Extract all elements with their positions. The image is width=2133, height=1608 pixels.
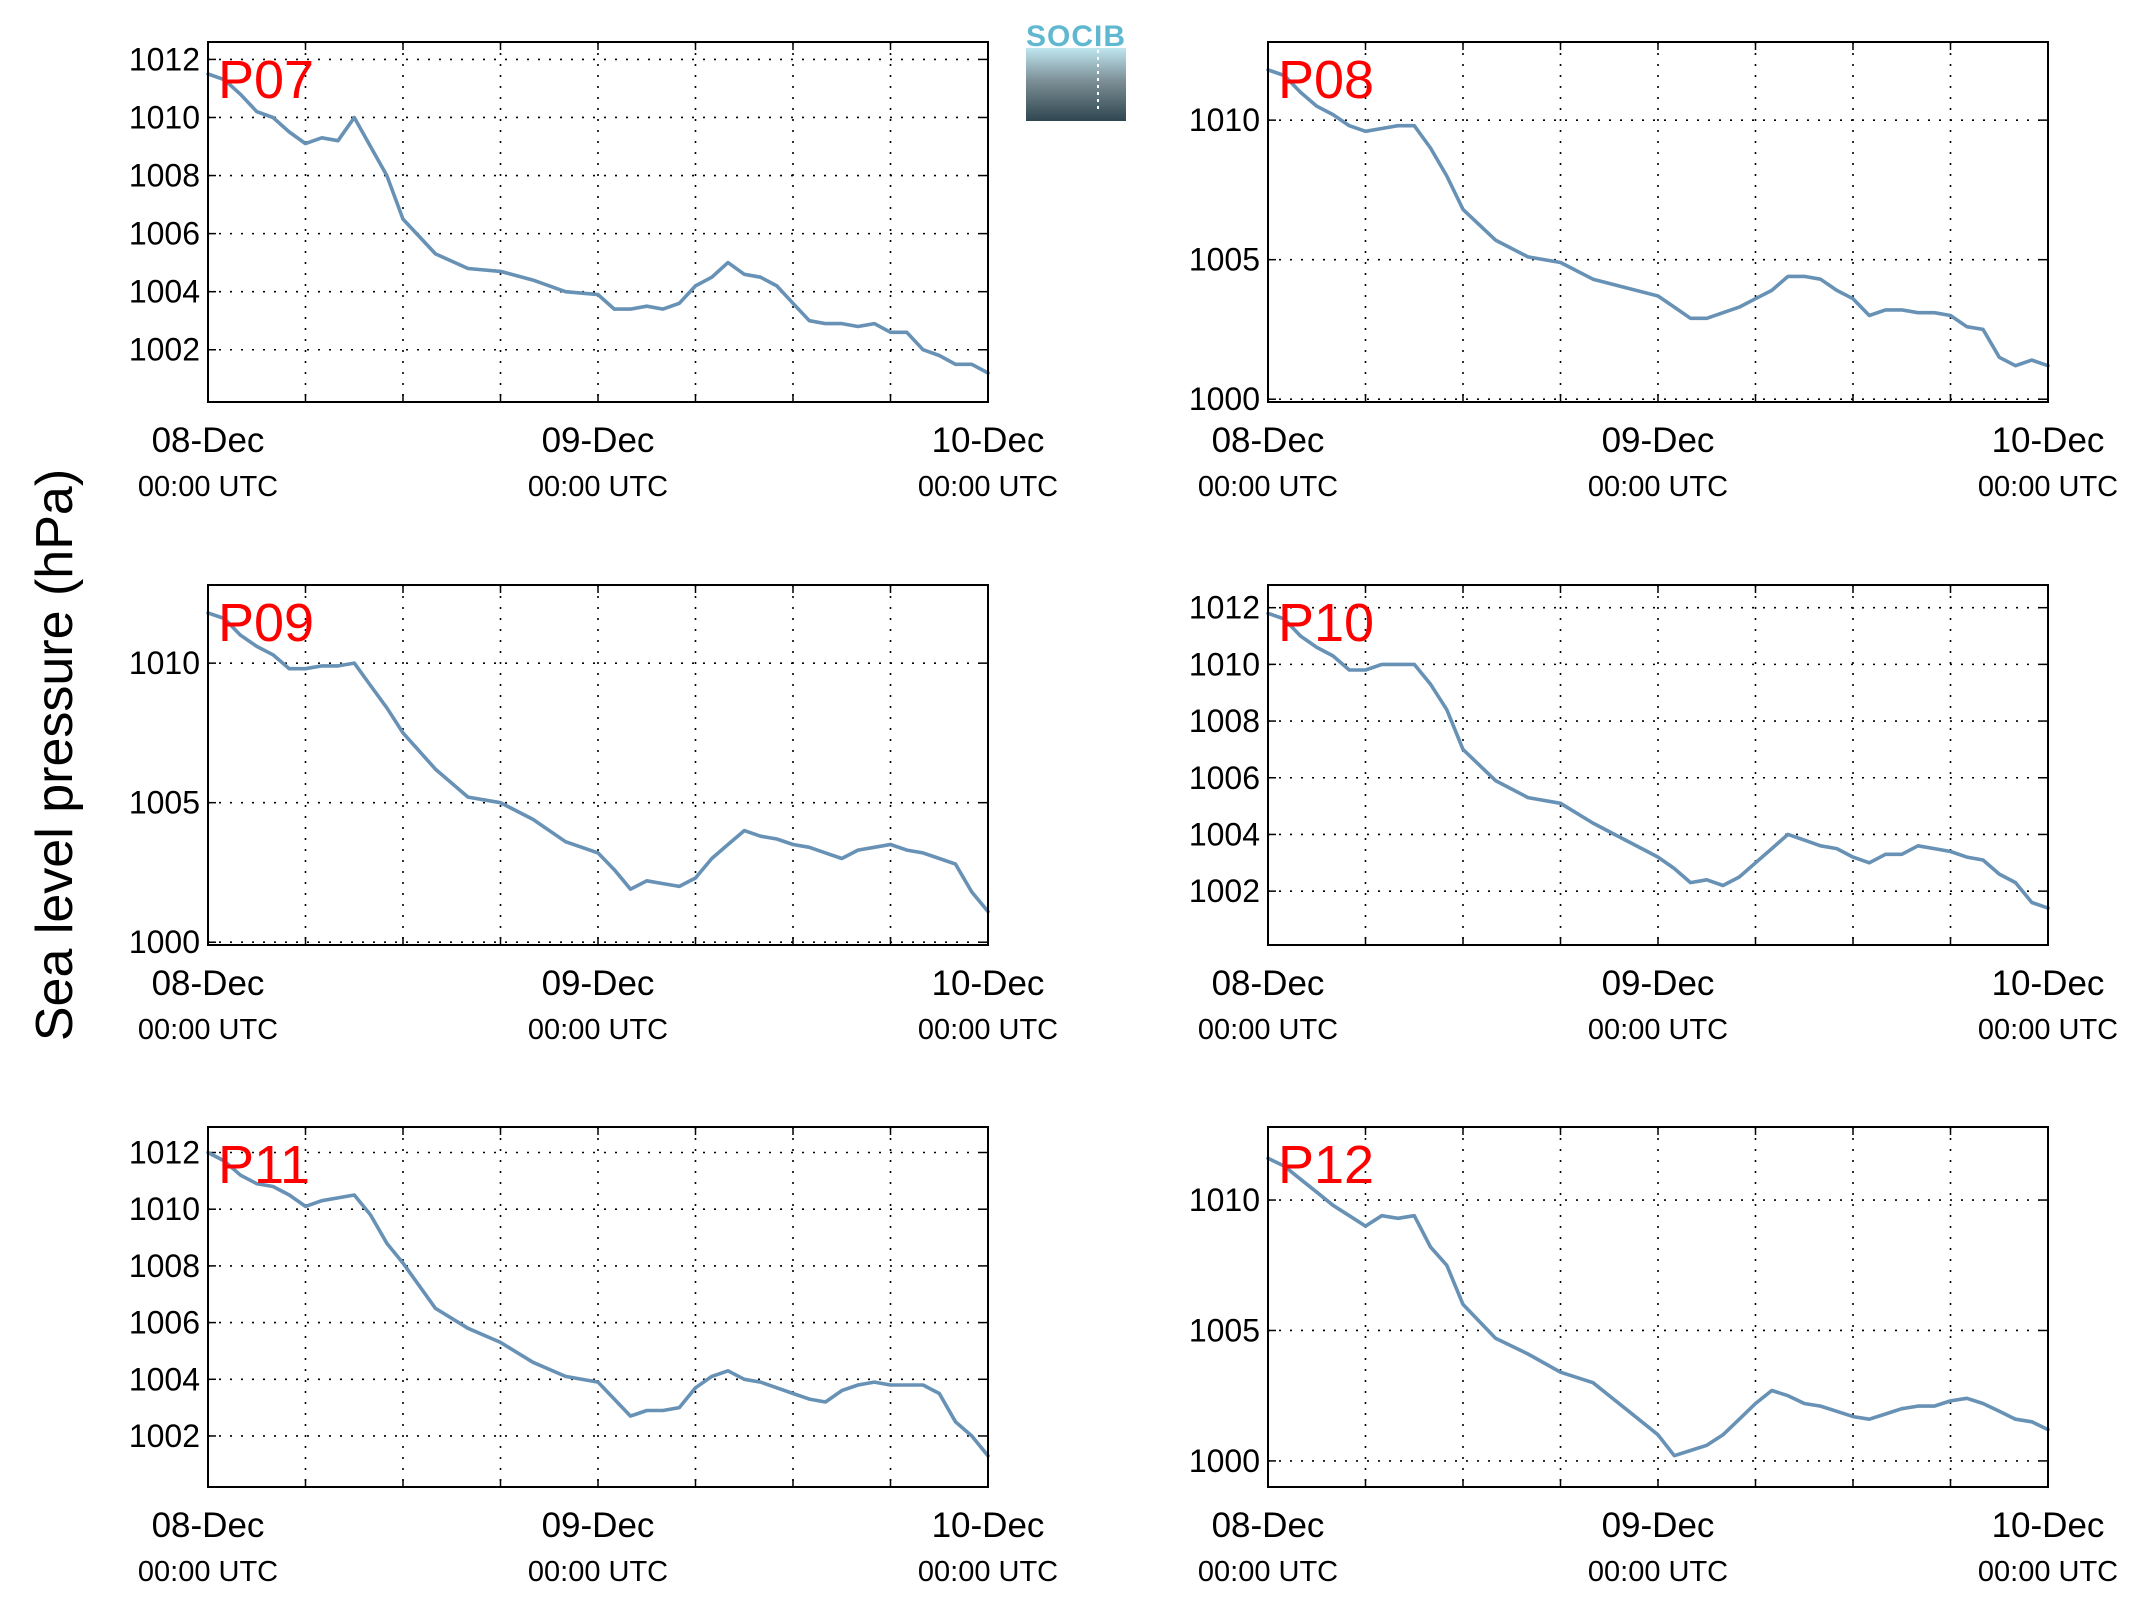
y-tick-label: 1000 (1189, 381, 1260, 417)
x-tick-label-time: 00:00 UTC (138, 471, 278, 503)
x-tick-label-date: 10-Dec (1992, 1506, 2105, 1545)
x-tick-label-time: 00:00 UTC (138, 1014, 278, 1046)
x-tick-label-time: 00:00 UTC (1978, 471, 2118, 503)
x-tick-label-time: 00:00 UTC (1588, 1014, 1728, 1046)
x-tick-label-time: 00:00 UTC (918, 1556, 1058, 1588)
pressure-series-line (206, 611, 990, 914)
y-tick-label: 1006 (1189, 760, 1260, 796)
x-tick-label-date: 09-Dec (542, 1506, 655, 1545)
y-tick-label: 1005 (1189, 1312, 1260, 1348)
x-tick-label-date: 10-Dec (932, 1506, 1045, 1545)
x-tick-label-time: 00:00 UTC (918, 471, 1058, 503)
x-tick-label-time: 00:00 UTC (528, 471, 668, 503)
panel-p11: 1002 1004 1006 1008 1010 1012 08-Dec 00:00 UTC 0… (129, 1126, 1058, 1588)
x-tick-label-date: 09-Dec (1602, 964, 1715, 1003)
x-tick-label-date: 09-Dec (542, 421, 655, 460)
plot-frame (1267, 1126, 2049, 1488)
x-tick-label-date: 10-Dec (1992, 421, 2105, 460)
y-tick-label: 1002 (129, 1418, 200, 1454)
panel-label: P11 (218, 1135, 310, 1195)
x-tick-label-date: 10-Dec (932, 421, 1045, 460)
x-tick-label-date: 08-Dec (1212, 421, 1325, 460)
x-tick-label-time: 00:00 UTC (1978, 1014, 2118, 1046)
y-tick-label: 1010 (1189, 646, 1260, 682)
x-tick-label-date: 08-Dec (1212, 964, 1325, 1003)
y-tick-label: 1006 (129, 1305, 200, 1341)
panel-p10: 1002 1004 1006 1008 1010 1012 08-Dec 00:00 UTC 0… (1189, 584, 2118, 1046)
plot-frame (207, 41, 989, 403)
y-tick-label: 1012 (129, 1135, 200, 1171)
x-tick-label-date: 09-Dec (542, 964, 655, 1003)
pressure-series-line (1266, 1156, 2050, 1458)
y-tick-label: 1002 (1189, 873, 1260, 909)
logo-text: SOCIB (1026, 20, 1126, 53)
x-tick-label-date: 08-Dec (1212, 1506, 1325, 1545)
pressure-series-line (206, 1150, 990, 1458)
plot-frame (207, 584, 989, 946)
x-tick-label-time: 00:00 UTC (528, 1014, 668, 1046)
y-tick-label: 1005 (129, 785, 200, 821)
panel-label: P09 (218, 593, 314, 653)
y-tick-label: 1004 (129, 1361, 200, 1397)
y-tick-label: 1004 (1189, 816, 1260, 852)
panel-label: P10 (1278, 593, 1374, 653)
panel-p07: 1002 1004 1006 1008 1010 1012 08-Dec 00:00 UTC 0… (129, 41, 1058, 503)
y-tick-label: 1004 (129, 274, 200, 310)
y-tick-label: 1012 (129, 41, 200, 77)
x-tick-label-time: 00:00 UTC (1978, 1556, 2118, 1588)
y-tick-label: 1000 (1189, 1443, 1260, 1479)
panel-label: P08 (1278, 50, 1374, 110)
y-tick-label: 1002 (129, 332, 200, 368)
y-tick-label: 1006 (129, 216, 200, 252)
y-tick-label: 1010 (129, 99, 200, 135)
plot-frame (1267, 584, 2049, 946)
x-tick-label-date: 08-Dec (152, 964, 265, 1003)
x-tick-label-date: 08-Dec (152, 1506, 265, 1545)
y-tick-label: 1005 (1189, 242, 1260, 278)
panel-p09: 1000 1005 1010 08-Dec 00:00 UTC 09-Dec 00:00 U… (129, 584, 1058, 1046)
x-tick-label-date: 10-Dec (932, 964, 1045, 1003)
panel-label: P12 (1278, 1135, 1374, 1195)
x-tick-label-time: 00:00 UTC (918, 1014, 1058, 1046)
x-tick-label-time: 00:00 UTC (528, 1556, 668, 1588)
pressure-series-line (1266, 611, 2050, 910)
y-axis-label: Sea level pressure (hPa) (26, 469, 84, 1041)
y-tick-label: 1010 (1189, 1182, 1260, 1218)
y-tick-label: 1008 (1189, 703, 1260, 739)
plot-frame (207, 1126, 989, 1488)
panels: 1002 1004 1006 1008 1010 1012 08-Dec 00:00 UTC 0… (129, 41, 2118, 1588)
y-tick-label: 1010 (129, 645, 200, 681)
y-tick-label: 1008 (129, 158, 200, 194)
x-tick-label-date: 09-Dec (1602, 1506, 1715, 1545)
pressure-series-line (206, 72, 990, 375)
y-tick-label: 1010 (129, 1191, 200, 1227)
x-tick-label-time: 00:00 UTC (1198, 1014, 1338, 1046)
x-tick-label-date: 10-Dec (1992, 964, 2105, 1003)
x-tick-label-date: 09-Dec (1602, 421, 1715, 460)
panel-p08: 1000 1005 1010 08-Dec 00:00 UTC 09-Dec 00:00 U… (1189, 41, 2118, 503)
y-tick-label: 1000 (129, 924, 200, 960)
x-tick-label-time: 00:00 UTC (1198, 1556, 1338, 1588)
x-tick-label-time: 00:00 UTC (138, 1556, 278, 1588)
x-tick-label-date: 08-Dec (152, 421, 265, 460)
y-tick-label: 1010 (1189, 102, 1260, 138)
pressure-series-line (1266, 68, 2050, 368)
plot-frame (1267, 41, 2049, 403)
y-tick-label: 1008 (129, 1248, 200, 1284)
panel-p12: 1000 1005 1010 08-Dec 00:00 UTC 09-Dec 00:00 U… (1189, 1126, 2118, 1588)
x-tick-label-time: 00:00 UTC (1588, 1556, 1728, 1588)
socib-logo: SOCIB (1026, 20, 1126, 121)
panel-label: P07 (218, 50, 314, 110)
x-tick-label-time: 00:00 UTC (1198, 471, 1338, 503)
y-tick-label: 1012 (1189, 590, 1260, 626)
x-tick-label-time: 00:00 UTC (1588, 471, 1728, 503)
